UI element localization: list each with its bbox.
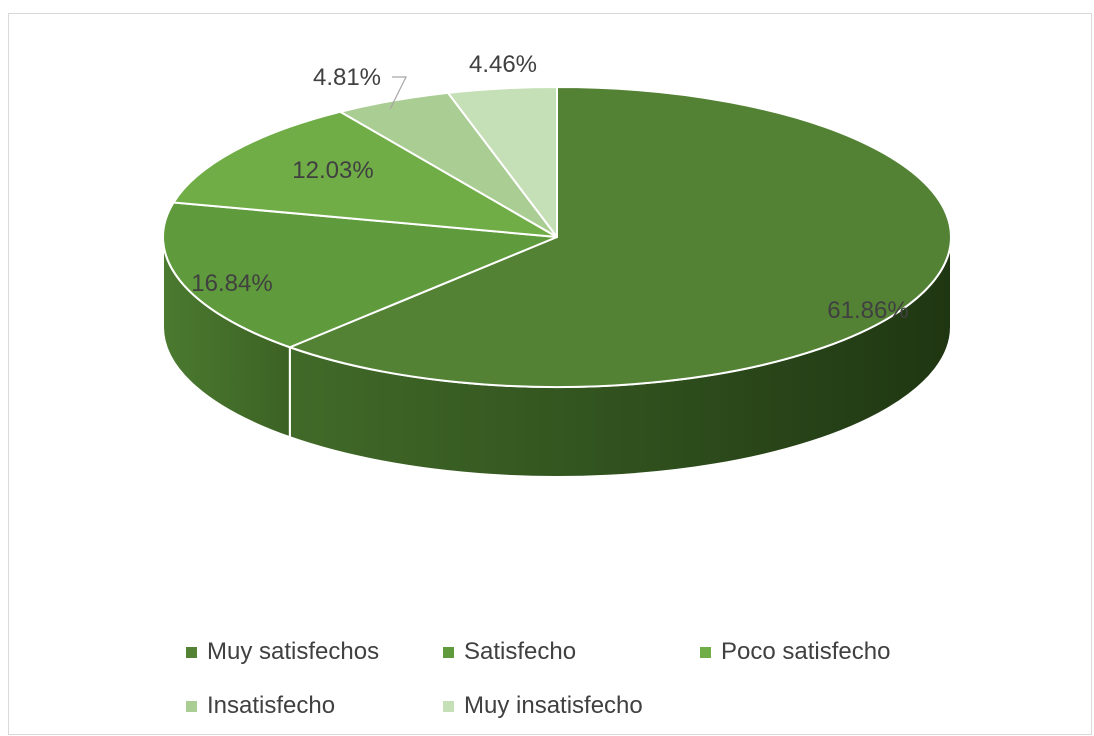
data-label-satisfecho: 16.84% (191, 270, 272, 297)
data-label-poco-satisfecho: 12.03% (292, 157, 373, 184)
data-label-insatisfecho: 4.81% (313, 64, 381, 91)
leader-line (389, 76, 407, 110)
pie-slice-muy-satisfechos (288, 86, 952, 388)
pie-slice-muy-insatisfecho (447, 86, 558, 238)
pie-slice-poco-satisfecho (172, 110, 558, 238)
data-label-muy-insatisfecho: 4.46% (469, 51, 537, 78)
data-label-muy-satisfechos: 61.86% (827, 297, 908, 324)
pie-slice-satisfecho (162, 201, 558, 349)
